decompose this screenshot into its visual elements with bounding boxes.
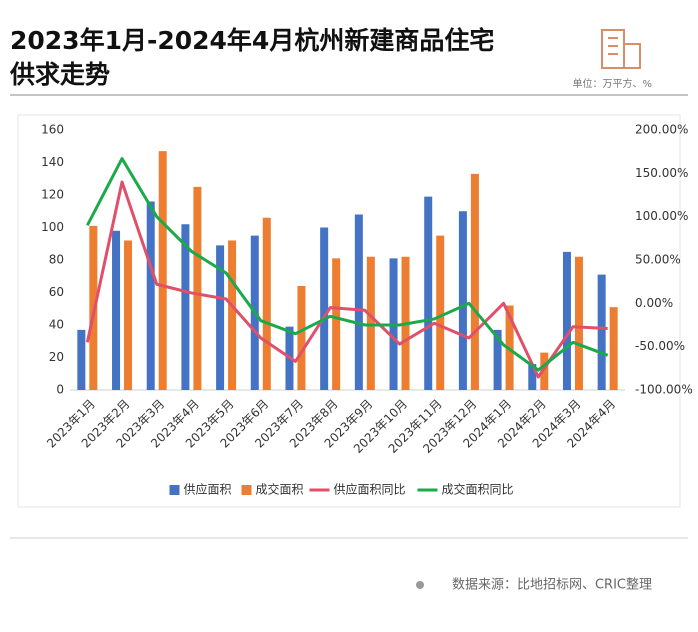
y2-tick-label: 0.00% (635, 296, 673, 310)
y2-tick-label: 150.00% (635, 166, 688, 180)
chart-frame (17, 114, 681, 508)
bar (77, 329, 86, 390)
y-tick-label: 20 (49, 350, 64, 364)
line (85, 180, 608, 379)
legend-label: 成交面积 (256, 482, 304, 497)
bar (366, 256, 375, 390)
bar (354, 214, 363, 390)
y2-tick-label: -100.00% (635, 383, 693, 397)
bar (320, 227, 329, 390)
bar (424, 196, 433, 390)
legend-swatch (241, 485, 252, 495)
legend-label: 供应面积 (184, 482, 232, 497)
bar (574, 256, 583, 390)
source-dot (416, 581, 424, 589)
y-tick-label: 0 (56, 383, 64, 397)
bar (609, 307, 618, 390)
bar (458, 211, 467, 390)
bar (124, 240, 133, 390)
bar (228, 240, 237, 390)
bar (332, 258, 341, 390)
line (86, 157, 609, 372)
bar (470, 173, 479, 390)
y2-tick-label: -50.00% (635, 339, 685, 353)
bar (297, 286, 306, 390)
legend-swatch (169, 485, 180, 495)
bar (436, 235, 445, 390)
source-note: 数据来源：比地招标网、CRIC整理 (452, 578, 652, 593)
y-tick-label: 100 (41, 220, 64, 234)
bar (562, 251, 571, 390)
bar (493, 329, 502, 390)
y-tick-label: 140 (41, 155, 64, 169)
bar (193, 186, 202, 390)
y-tick-label: 120 (41, 188, 64, 202)
y2-tick-label: 200.00% (635, 123, 688, 137)
bar (146, 201, 155, 390)
bar (181, 224, 190, 390)
bar (597, 274, 606, 390)
legend-label: 成交面积同比 (442, 482, 514, 497)
y-tick-label: 60 (49, 285, 64, 299)
chart-title: 供求走势 (9, 60, 110, 89)
bar (262, 217, 271, 390)
y-tick-label: 160 (41, 123, 64, 137)
building-icon (601, 29, 641, 69)
y2-tick-label: 100.00% (635, 209, 688, 223)
bar (216, 245, 225, 390)
bar (528, 364, 537, 390)
y-tick-label: 80 (49, 253, 64, 267)
y2-tick-label: 50.00% (635, 253, 681, 267)
bar (112, 230, 121, 390)
bar (540, 352, 549, 390)
y-tick-label: 40 (49, 318, 64, 332)
legend-label: 供应面积同比 (334, 482, 406, 497)
bar (158, 151, 167, 390)
chart-title: 2023年1月-2024年4月杭州新建商品住宅 (10, 26, 494, 55)
unit-note: 单位：万平方、% (572, 77, 652, 90)
